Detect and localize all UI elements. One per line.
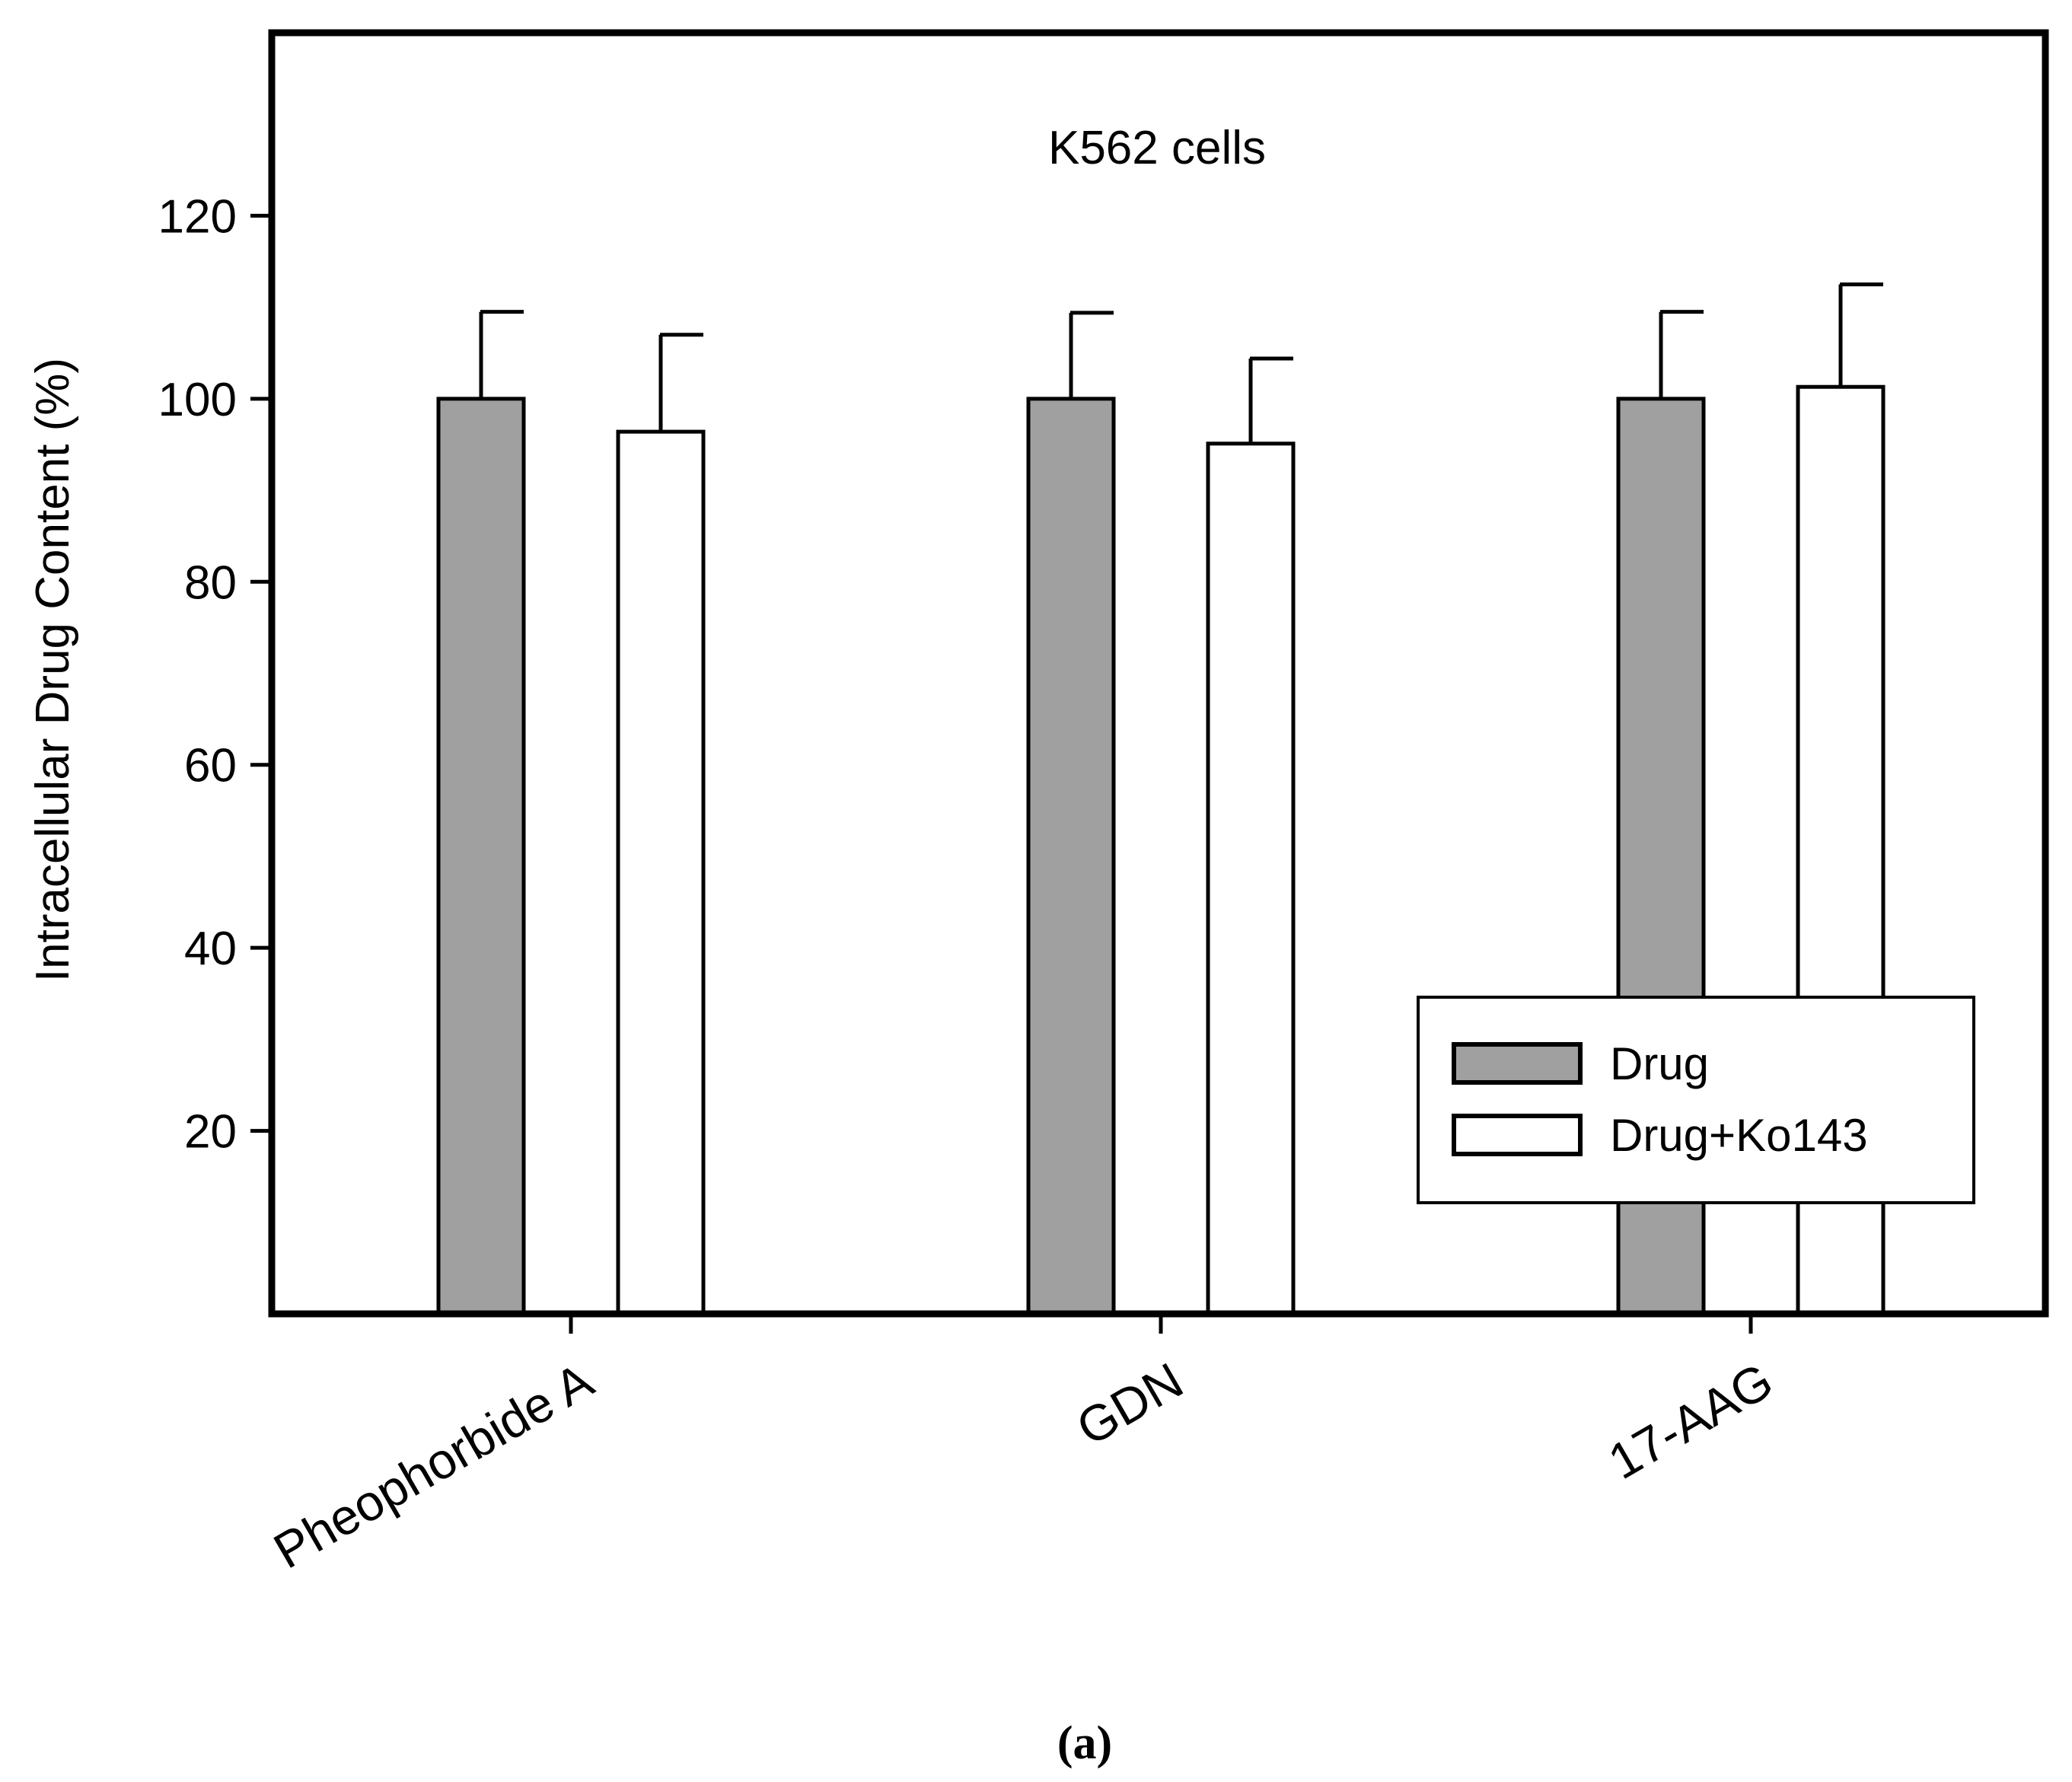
y-tick-label-40: 40 [184,923,237,975]
y-tick-label-100: 100 [158,374,237,426]
y-tick-label-80: 80 [184,556,237,609]
y-tick-label-20: 20 [184,1106,237,1159]
legend-label-drug-ko143: Drug+Ko143 [1610,1110,1868,1161]
legend-box [1417,996,1975,1204]
plot-frame [268,29,2049,1318]
bar-drug-ko143-gdn [1206,442,1296,1316]
legend-swatch-drug [1452,1042,1583,1085]
legend: Drug Drug+Ko143 [1417,996,1975,1204]
bar-drug-pheophorbide-a [436,397,526,1316]
bar-drug-ko143-pheophorbide-a [616,429,706,1316]
legend-swatch-drug-ko143 [1452,1114,1583,1156]
y-axis-label: Intracellular Drug Content (%) [27,358,79,982]
y-tick-label-120: 120 [158,190,237,243]
legend-label-drug: Drug [1610,1038,1709,1089]
bar-drug-gdn [1026,397,1116,1316]
panel-label: (a) [1057,1717,1112,1769]
y-tick-label-60: 60 [184,740,237,792]
chart-title: K562 cells [1048,122,1266,174]
